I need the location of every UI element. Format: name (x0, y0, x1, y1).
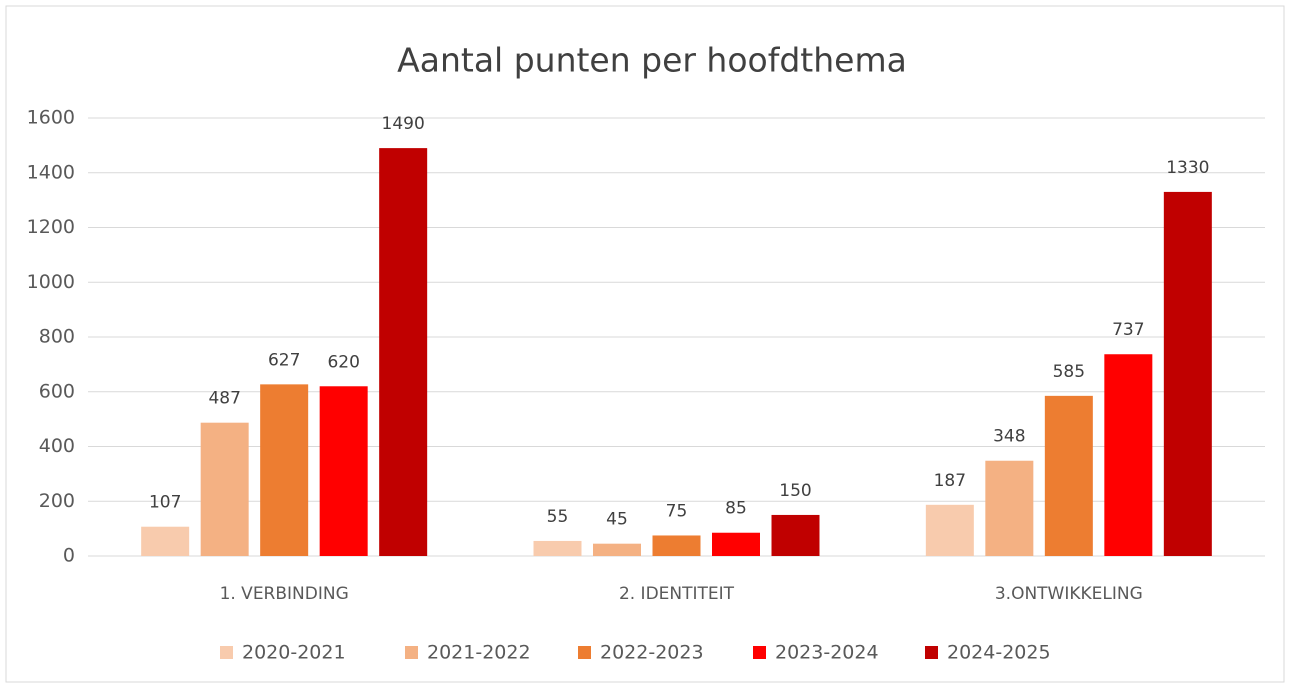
data-label: 585 (1053, 362, 1085, 382)
bar (1044, 395, 1093, 556)
legend-label: 2020-2021 (242, 642, 346, 664)
data-label: 187 (934, 471, 966, 491)
bar (200, 422, 249, 556)
y-tick-label: 600 (39, 380, 75, 402)
y-tick-label: 1200 (27, 216, 75, 238)
data-label: 45 (606, 510, 628, 530)
legend-label: 2022-2023 (600, 642, 704, 664)
data-label: 487 (208, 389, 240, 409)
data-label: 348 (993, 427, 1025, 447)
data-label: 627 (268, 350, 300, 370)
bar (319, 386, 368, 556)
data-label: 55 (547, 507, 569, 527)
chart-title: Aantal punten per hoofdthema (397, 41, 907, 80)
data-label: 75 (666, 501, 688, 521)
bar (925, 504, 974, 556)
data-label: 1490 (382, 114, 425, 134)
bar (593, 543, 641, 556)
y-tick-label: 1400 (27, 161, 75, 183)
x-tick-label: 3.ONTWIKKELING (995, 584, 1143, 604)
y-tick-label: 200 (39, 490, 75, 512)
data-label: 1330 (1166, 158, 1209, 178)
bar (985, 460, 1034, 556)
data-label: 620 (327, 352, 359, 372)
bar (712, 532, 760, 556)
legend-label: 2024-2025 (947, 642, 1051, 664)
x-tick-label: 1. VERBINDING (220, 584, 349, 604)
y-tick-label: 400 (39, 435, 75, 457)
y-tick-label: 800 (39, 326, 75, 348)
y-tick-label: 0 (63, 545, 75, 567)
bar (652, 535, 701, 556)
bar (260, 384, 309, 556)
legend-swatch (925, 646, 938, 659)
bar (379, 148, 428, 557)
data-label: 737 (1112, 320, 1144, 340)
bar (141, 526, 190, 556)
legend-label: 2023-2024 (775, 642, 879, 664)
legend-label: 2021-2022 (427, 642, 531, 664)
y-tick-label: 1000 (27, 271, 75, 293)
legend-swatch (753, 646, 766, 659)
bar (1163, 191, 1212, 556)
legend-swatch (578, 646, 591, 659)
bar (1104, 354, 1153, 556)
y-tick-label: 1600 (27, 107, 75, 129)
legend-swatch (405, 646, 418, 659)
chart-border (5, 5, 1285, 683)
x-tick-label: 2. IDENTITEIT (619, 584, 735, 604)
data-label: 150 (779, 481, 811, 501)
data-label: 107 (149, 493, 181, 513)
legend-swatch (220, 646, 233, 659)
bar (771, 514, 820, 556)
data-label: 85 (725, 499, 747, 519)
bar (533, 540, 582, 556)
